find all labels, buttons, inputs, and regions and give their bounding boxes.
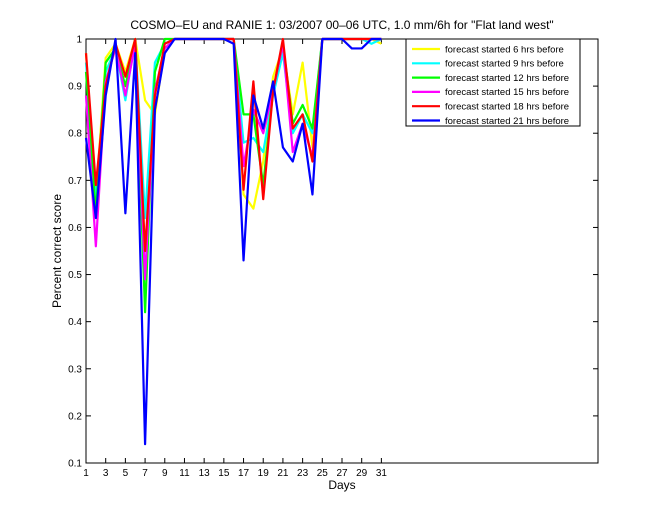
- y-tick-label: 0.8: [68, 129, 82, 140]
- legend: forecast started 6 hrs before forecast st…: [405, 38, 581, 127]
- x-tick-label: 3: [103, 468, 109, 479]
- x-axis-label: Days: [328, 478, 355, 492]
- y-tick-label: 0.9: [68, 82, 82, 93]
- x-tick-label: 23: [297, 468, 309, 479]
- y-axis-label: Percent correct score: [50, 194, 64, 308]
- y-tick-label: 0.3: [68, 364, 82, 375]
- y-tick-label: 0.4: [68, 317, 82, 328]
- x-tick-label: 19: [258, 468, 270, 479]
- y-tick-label: 0.6: [68, 223, 82, 234]
- y-tick-label: 0.1: [68, 459, 82, 470]
- y-tick-label: 0.2: [68, 411, 82, 422]
- x-tick-label: 5: [123, 468, 129, 479]
- x-tick-label: 29: [356, 468, 368, 479]
- x-tick-label: 13: [199, 468, 211, 479]
- legend-box: [405, 38, 581, 127]
- series-line-6: [84, 37, 382, 446]
- x-tick-label: 7: [142, 468, 148, 479]
- legend-label-1: forecast started 6 hrs before: [445, 44, 564, 55]
- y-tick-label: 0.5: [68, 270, 82, 281]
- series-lines: [84, 37, 382, 446]
- x-tick-label: 27: [336, 468, 348, 479]
- y-tick-label: 0.7: [68, 176, 82, 187]
- x-tick-label: 15: [218, 468, 230, 479]
- chart-title: COSMO–EU and RANIE 1: 03/2007 00–06 UTC,…: [130, 18, 553, 32]
- legend-label-2: forecast started 9 hrs before: [445, 59, 564, 70]
- axis-ticks: 1 3 5 7 9 11 13 15 17 19 21 23 25 27 29 310.10.20.30.40…: [68, 35, 598, 479]
- x-tick-label: 1: [83, 468, 89, 479]
- legend-label-4: forecast started 15 hrs before: [445, 87, 569, 98]
- x-tick-label: 17: [238, 468, 250, 479]
- legend-label-3: forecast started 12 hrs before: [445, 73, 569, 84]
- x-tick-label: 9: [162, 468, 168, 479]
- x-tick-label: 11: [179, 468, 190, 479]
- x-tick-label: 25: [317, 468, 329, 479]
- y-tick-label: 1: [76, 35, 82, 46]
- x-tick-label: 31: [376, 468, 388, 479]
- legend-label-6: forecast started 21 hrs before: [445, 116, 569, 127]
- legend-label-5: forecast started 18 hrs before: [445, 102, 569, 113]
- x-tick-label: 21: [277, 468, 289, 479]
